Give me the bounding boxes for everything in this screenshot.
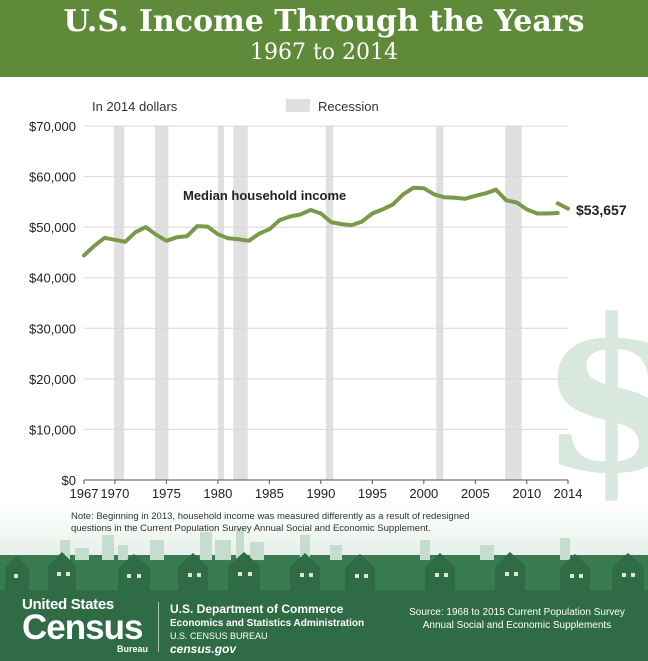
note-line-2: questions in the Current Population Surv… bbox=[71, 523, 431, 534]
dollar-watermark-icon: $ bbox=[539, 273, 648, 520]
recession-band-4 bbox=[326, 126, 334, 480]
y-tick-label: $0 bbox=[62, 473, 76, 488]
x-tick-label: 1967 bbox=[70, 486, 99, 501]
end-value-label: $53,657 bbox=[576, 202, 627, 218]
x-tick-label: 2010 bbox=[512, 486, 541, 501]
page-title: U.S. Income Through the Years bbox=[63, 4, 585, 39]
note-line-1: Note: Beginning in 2013, household incom… bbox=[71, 511, 470, 522]
source-line-2: Annual Social and Economic Supplements bbox=[422, 620, 612, 631]
income-chart: $ bbox=[0, 99, 648, 590]
x-tick-label: 1975 bbox=[152, 486, 181, 501]
legend-recession-swatch bbox=[286, 99, 310, 112]
y-tick-label: $10,000 bbox=[29, 422, 76, 437]
y-tick-label: $50,000 bbox=[29, 220, 76, 235]
x-tick-label: 2000 bbox=[409, 486, 438, 501]
logo-census: Census bbox=[22, 608, 143, 647]
logo-bureau: Bureau bbox=[116, 644, 148, 654]
source-note: Source: 1968 to 2015 Current Population … bbox=[392, 606, 642, 632]
dept-line-3: U.S. CENSUS BUREAU bbox=[170, 631, 268, 641]
x-tick-label: 1980 bbox=[203, 486, 232, 501]
x-tick-label: 2005 bbox=[461, 486, 490, 501]
x-tick-label: 2014 bbox=[554, 486, 583, 501]
recession-band-2 bbox=[217, 126, 225, 480]
city-skyline bbox=[0, 528, 648, 590]
x-tick-label: 1970 bbox=[100, 486, 129, 501]
recession-band-5 bbox=[436, 126, 444, 480]
footer bbox=[0, 590, 648, 661]
y-tick-label: $60,000 bbox=[29, 170, 76, 185]
y-tick-label: $40,000 bbox=[29, 271, 76, 286]
y-tick-label: $70,000 bbox=[29, 119, 76, 134]
recession-band-3 bbox=[233, 126, 248, 480]
y-tick-label: $30,000 bbox=[29, 321, 76, 336]
source-line-1: Source: 1968 to 2015 Current Population … bbox=[409, 607, 625, 618]
legend-recession-label: Recession bbox=[318, 99, 379, 114]
recession-band-1 bbox=[155, 126, 169, 480]
census-logo[interactable]: United States Census Bureau bbox=[22, 596, 152, 654]
department-info: U.S. Department of Commerce Economics an… bbox=[170, 602, 364, 656]
dept-line-1: U.S. Department of Commerce bbox=[170, 602, 344, 616]
footer-divider bbox=[158, 602, 159, 652]
x-tick-label: 1995 bbox=[358, 486, 387, 501]
y-tick-label: $20,000 bbox=[29, 372, 76, 387]
page-subtitle: 1967 to 2014 bbox=[249, 40, 399, 65]
x-tick-label: 1990 bbox=[306, 486, 335, 501]
median-income-line bbox=[82, 185, 560, 258]
dept-line-2: Economics and Statistics Administration bbox=[170, 618, 365, 629]
census-gov-link[interactable]: census.gov bbox=[170, 642, 237, 656]
units-label: In 2014 dollars bbox=[92, 99, 178, 114]
recession-band-0 bbox=[113, 126, 125, 480]
logo-united-states: United States bbox=[22, 596, 114, 613]
series-label: Median household income bbox=[183, 188, 346, 203]
header-banner: U.S. Income Through the Years 1967 to 20… bbox=[0, 0, 648, 77]
x-tick-label: 1985 bbox=[255, 486, 284, 501]
median-income-line-redesigned bbox=[555, 201, 570, 211]
recession-band-6 bbox=[505, 126, 522, 480]
